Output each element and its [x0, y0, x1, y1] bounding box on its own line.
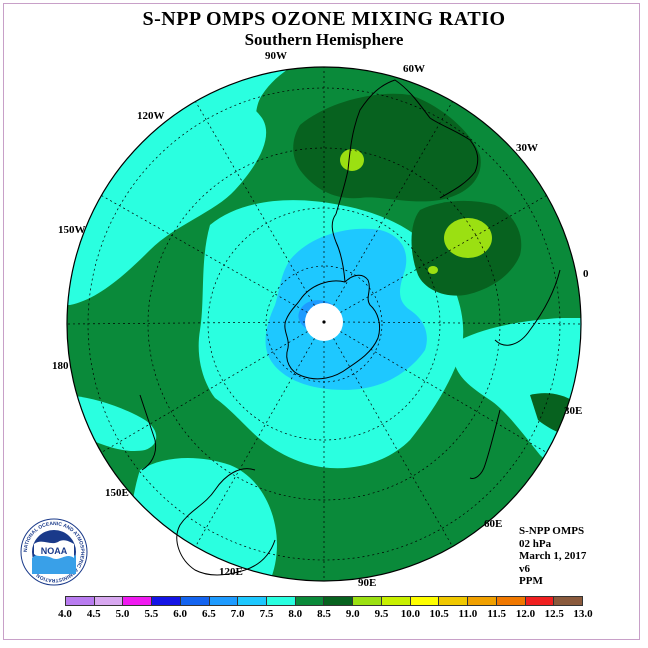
- madagascar-coast: [469, 409, 501, 479]
- info-block: S-NPP OMPS 02 hPa March 1, 2017 v6 PPM: [519, 525, 586, 588]
- colorbar-tick-label: 8.5: [317, 608, 331, 620]
- lon-label-90e: 90E: [358, 577, 377, 589]
- south-pole-marker: [322, 320, 326, 324]
- lon-label-180: 180: [52, 360, 69, 372]
- coastlines: [139, 79, 561, 576]
- map-boundary: [66, 66, 582, 582]
- field-lime-spot-3: [428, 266, 438, 274]
- australia-coast: [176, 468, 276, 576]
- colorbar: [65, 596, 583, 606]
- lon-label-30w: 30W: [516, 142, 538, 154]
- field-lime-spot-1: [340, 149, 364, 171]
- colorbar-swatch: [496, 597, 526, 605]
- colorbar-swatch: [94, 597, 124, 605]
- latitude-circle-3: [147, 147, 501, 501]
- colorbar-swatch: [152, 597, 181, 605]
- new-zealand-coast: [139, 394, 157, 471]
- lon-label-30e: 30E: [564, 405, 583, 417]
- antarctica-coast: [284, 274, 381, 380]
- info-date: March 1, 2017: [519, 550, 587, 562]
- colorbar-swatch: [295, 597, 325, 605]
- colorbar-tick-label: 12.5: [544, 608, 564, 620]
- colorbar-swatch: [410, 597, 440, 605]
- south-america-coast: [335, 79, 479, 215]
- lon-label-120w: 120W: [137, 110, 165, 122]
- colorbar-tick-label: 6.5: [202, 608, 216, 620]
- colorbar-tick-label: 7.5: [259, 608, 274, 620]
- colorbar-tick-label: 11.5: [487, 608, 506, 620]
- colorbar-tick-label: 5.0: [115, 608, 130, 620]
- colorbar-tick-label: 4.5: [86, 608, 101, 620]
- colorbar-swatch: [180, 597, 210, 605]
- lon-label-0: 0: [583, 268, 589, 280]
- colorbar-tick-label: 10.5: [429, 608, 449, 620]
- field-cyan-left: [67, 395, 157, 451]
- colorbar-tick-label: 9.5: [374, 608, 389, 620]
- colorbar-swatch: [439, 597, 469, 605]
- colorbar-swatch: [238, 597, 268, 605]
- antarctic-peninsula: [331, 213, 346, 283]
- colorbar-tick-label: 7.0: [230, 608, 245, 620]
- colorbar-swatch: [381, 597, 411, 605]
- info-level: 02 hPa: [519, 537, 552, 550]
- lon-label-60e: 60E: [484, 518, 503, 530]
- lon-label-120e: 120E: [219, 566, 243, 578]
- colorbar-tick-label: 6.0: [173, 608, 187, 620]
- noaa-logo: NATIONAL OCEANIC AND ATMOSPHERIC ADMINIS…: [20, 518, 88, 586]
- colorbar-swatch: [267, 597, 296, 605]
- meridians: [66, 67, 582, 581]
- colorbar-swatch: [353, 597, 382, 605]
- ozone-field: [67, 67, 581, 581]
- colorbar-tick-label: 12.0: [515, 608, 536, 620]
- colorbar-ticks: 4.0 4.5 5.0 5.5 6.0 6.5 7.0 7.5 8.0 8.5 9.0 9.5 10.0…: [48, 608, 600, 622]
- colorbar-swatch: [123, 597, 153, 605]
- africa-coast: [494, 269, 561, 346]
- info-version: v6: [519, 562, 530, 575]
- figure-frame: [3, 3, 640, 640]
- colorbar-tick-label: 4.0: [58, 608, 72, 620]
- colorbar-swatch: [525, 597, 555, 605]
- colorbar-tick-label: 5.5: [144, 608, 159, 620]
- colorbar-swatch: [324, 597, 354, 605]
- colorbar-tick-label: 8.0: [288, 608, 303, 620]
- lon-label-90w: 90W: [265, 50, 287, 62]
- lon-label-150e: 150E: [105, 487, 129, 499]
- colorbar-swatch: [66, 597, 95, 605]
- colorbar-tick-label: 11.0: [458, 608, 478, 620]
- meridian-line: [195, 101, 315, 306]
- logo-text: NOAA: [41, 546, 68, 556]
- map-title: S-NPP OMPS OZONE MIXING RATIO: [142, 8, 506, 30]
- lon-label-150w: 150W: [58, 224, 86, 236]
- map-subtitle: Southern Hemisphere: [244, 30, 404, 49]
- colorbar-swatch: [468, 597, 497, 605]
- colorbar-tick-label: 13.0: [573, 608, 593, 620]
- colorbar-tick-label: 9.0: [345, 608, 360, 620]
- colorbar-swatch: [209, 597, 239, 605]
- info-units: PPM: [519, 575, 543, 587]
- info-instrument: S-NPP OMPS: [519, 525, 585, 537]
- colorbar-tick-label: 10.0: [400, 608, 420, 620]
- meridian-line: [333, 101, 453, 306]
- colorbar-swatch: [554, 597, 582, 605]
- lon-label-60w: 60W: [403, 63, 425, 75]
- field-lime-spot-2: [444, 218, 492, 258]
